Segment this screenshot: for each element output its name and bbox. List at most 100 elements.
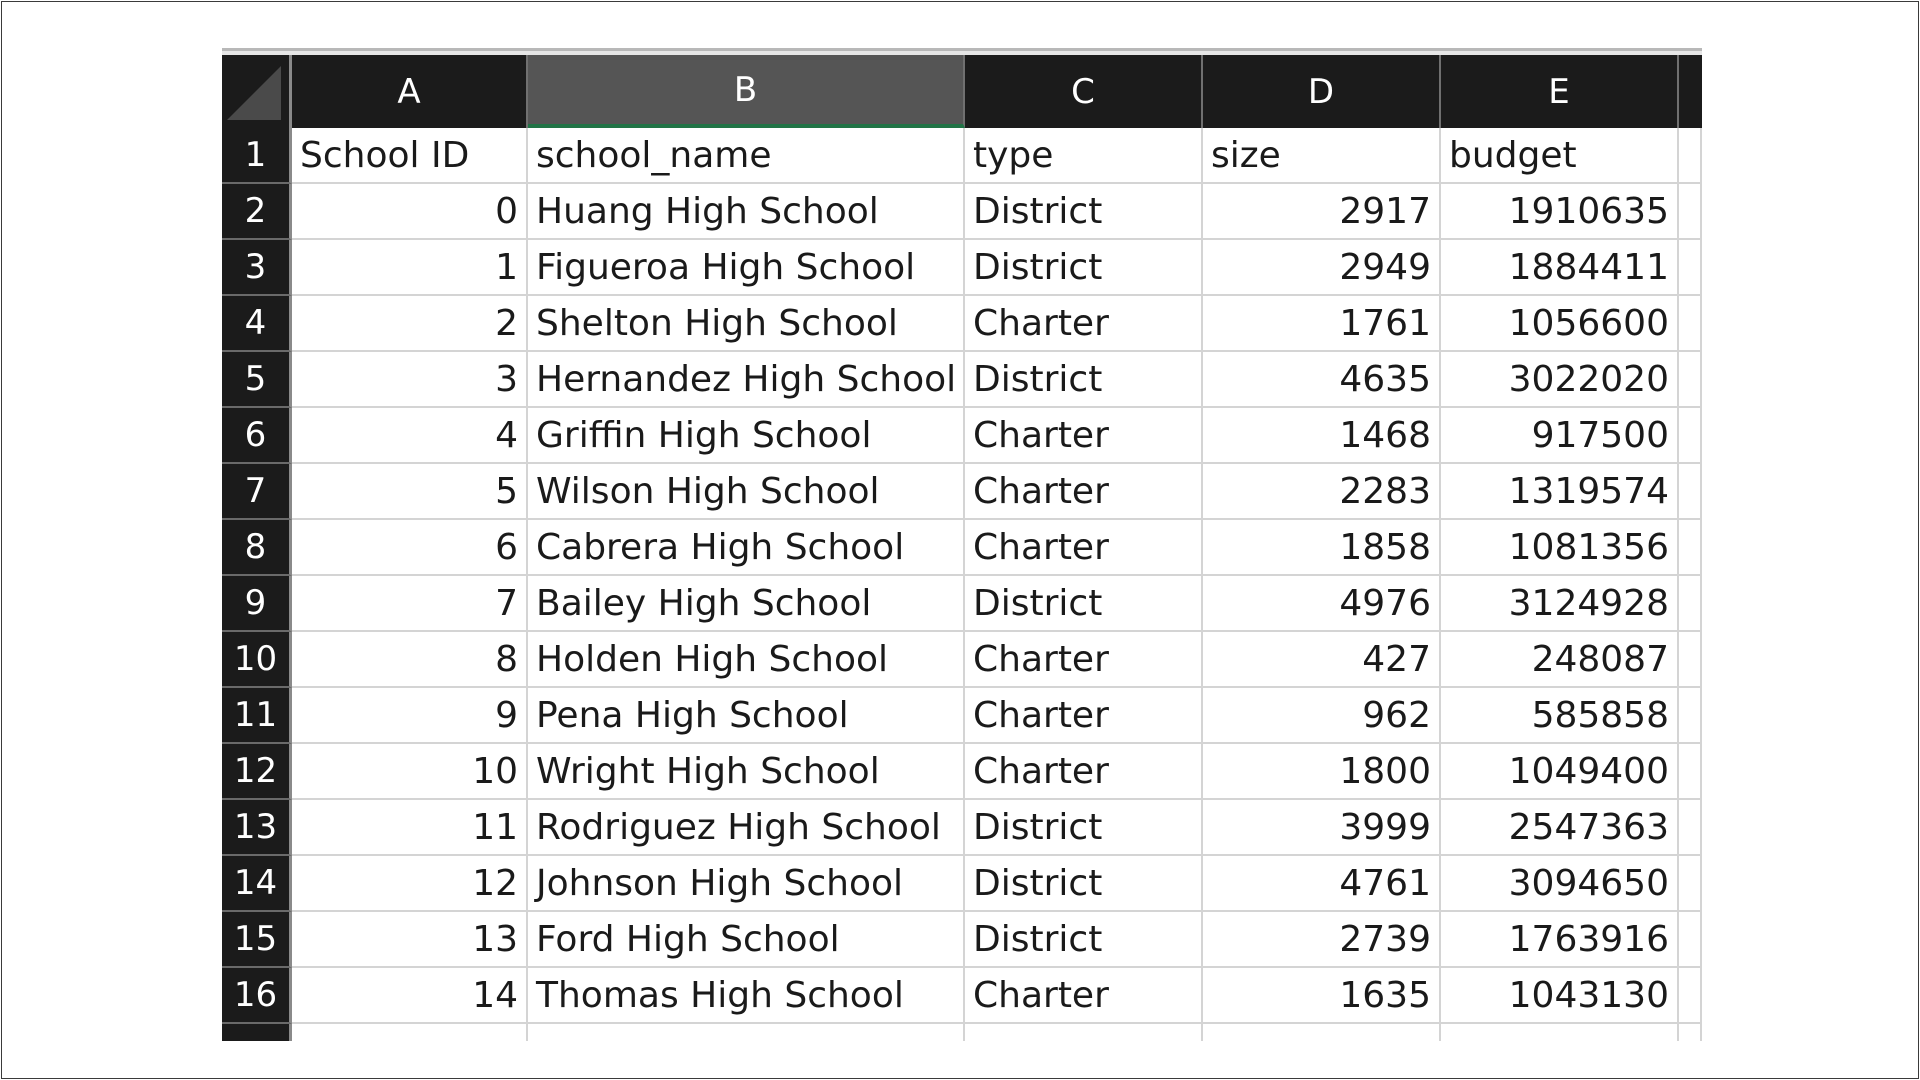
- cell-type[interactable]: Charter: [965, 408, 1203, 464]
- cell-budget[interactable]: 1043130: [1441, 968, 1679, 1024]
- cell-school-id[interactable]: 9: [292, 688, 528, 744]
- cell-school-name[interactable]: Figueroa High School: [528, 240, 965, 296]
- cell-budget[interactable]: 1081356: [1441, 520, 1679, 576]
- cell-size[interactable]: 1858: [1203, 520, 1441, 576]
- cell-budget[interactable]: 3022020: [1441, 352, 1679, 408]
- row-number[interactable]: 13: [222, 800, 292, 856]
- cell-school-id[interactable]: 13: [292, 912, 528, 968]
- row-number[interactable]: 15: [222, 912, 292, 968]
- cell-partial[interactable]: [1441, 1024, 1679, 1041]
- cell-budget[interactable]: 2547363: [1441, 800, 1679, 856]
- cell-school-name[interactable]: Wright High School: [528, 744, 965, 800]
- cell-type[interactable]: District: [965, 800, 1203, 856]
- cell-school-id[interactable]: 0: [292, 184, 528, 240]
- cell-partial[interactable]: [1679, 632, 1702, 688]
- cell-partial[interactable]: [1679, 856, 1702, 912]
- cell-budget[interactable]: 3124928: [1441, 576, 1679, 632]
- cell-header-school-name[interactable]: school_name: [528, 128, 965, 184]
- cell-school-name[interactable]: Shelton High School: [528, 296, 965, 352]
- cell-school-name[interactable]: Bailey High School: [528, 576, 965, 632]
- cell-partial[interactable]: [292, 1024, 528, 1041]
- cell-school-id[interactable]: 7: [292, 576, 528, 632]
- row-number[interactable]: 10: [222, 632, 292, 688]
- cell-partial[interactable]: [1679, 800, 1702, 856]
- cell-size[interactable]: 4976: [1203, 576, 1441, 632]
- cell-school-id[interactable]: 3: [292, 352, 528, 408]
- cell-budget[interactable]: 1049400: [1441, 744, 1679, 800]
- cell-school-name[interactable]: Cabrera High School: [528, 520, 965, 576]
- row-number[interactable]: 5: [222, 352, 292, 408]
- cell-budget[interactable]: 917500: [1441, 408, 1679, 464]
- select-all-button[interactable]: [222, 55, 292, 128]
- cell-school-name[interactable]: Rodriguez High School: [528, 800, 965, 856]
- cell-partial[interactable]: [1679, 464, 1702, 520]
- cell-size[interactable]: 3999: [1203, 800, 1441, 856]
- cell-school-name[interactable]: Ford High School: [528, 912, 965, 968]
- cell-partial[interactable]: [1679, 520, 1702, 576]
- cell-partial[interactable]: [1679, 576, 1702, 632]
- cell-size[interactable]: 2739: [1203, 912, 1441, 968]
- cell-size[interactable]: 1468: [1203, 408, 1441, 464]
- cell-school-name[interactable]: Huang High School: [528, 184, 965, 240]
- column-header-d[interactable]: D: [1203, 55, 1441, 128]
- cell-header-size[interactable]: size: [1203, 128, 1441, 184]
- cell-header-school-id[interactable]: School ID: [292, 128, 528, 184]
- column-header-f-partial[interactable]: [1679, 55, 1702, 128]
- cell-size[interactable]: 2949: [1203, 240, 1441, 296]
- cell-school-name[interactable]: Wilson High School: [528, 464, 965, 520]
- cell-partial[interactable]: [1679, 968, 1702, 1024]
- cell-school-id[interactable]: 5: [292, 464, 528, 520]
- row-number[interactable]: [222, 1024, 292, 1041]
- column-header-e[interactable]: E: [1441, 55, 1679, 128]
- cell-school-id[interactable]: 8: [292, 632, 528, 688]
- cell-partial[interactable]: [1679, 128, 1702, 184]
- cell-budget[interactable]: 1910635: [1441, 184, 1679, 240]
- row-number[interactable]: 2: [222, 184, 292, 240]
- cell-size[interactable]: 427: [1203, 632, 1441, 688]
- cell-type[interactable]: District: [965, 576, 1203, 632]
- cell-school-id[interactable]: 12: [292, 856, 528, 912]
- cell-size[interactable]: 2283: [1203, 464, 1441, 520]
- cell-partial[interactable]: [1679, 184, 1702, 240]
- cell-type[interactable]: Charter: [965, 968, 1203, 1024]
- cell-size[interactable]: 1635: [1203, 968, 1441, 1024]
- cell-type[interactable]: District: [965, 240, 1203, 296]
- cell-school-id[interactable]: 6: [292, 520, 528, 576]
- row-number[interactable]: 16: [222, 968, 292, 1024]
- cell-type[interactable]: Charter: [965, 744, 1203, 800]
- cell-school-name[interactable]: Johnson High School: [528, 856, 965, 912]
- cell-school-id[interactable]: 1: [292, 240, 528, 296]
- cell-partial[interactable]: [965, 1024, 1203, 1041]
- cell-school-name[interactable]: Pena High School: [528, 688, 965, 744]
- cell-type[interactable]: District: [965, 912, 1203, 968]
- cell-budget[interactable]: 1763916: [1441, 912, 1679, 968]
- cell-type[interactable]: District: [965, 184, 1203, 240]
- cell-school-id[interactable]: 2: [292, 296, 528, 352]
- cell-school-id[interactable]: 4: [292, 408, 528, 464]
- cell-school-name[interactable]: Hernandez High School: [528, 352, 965, 408]
- cell-partial[interactable]: [1679, 1024, 1702, 1041]
- cell-type[interactable]: Charter: [965, 296, 1203, 352]
- row-number[interactable]: 11: [222, 688, 292, 744]
- cell-school-name[interactable]: Griffin High School: [528, 408, 965, 464]
- cell-budget[interactable]: 1056600: [1441, 296, 1679, 352]
- cell-budget[interactable]: 248087: [1441, 632, 1679, 688]
- row-number[interactable]: 3: [222, 240, 292, 296]
- cell-header-budget[interactable]: budget: [1441, 128, 1679, 184]
- row-number[interactable]: 1: [222, 128, 292, 184]
- cell-partial[interactable]: [1679, 408, 1702, 464]
- cell-size[interactable]: 2917: [1203, 184, 1441, 240]
- column-header-b[interactable]: B: [528, 55, 965, 128]
- row-number[interactable]: 6: [222, 408, 292, 464]
- row-number[interactable]: 12: [222, 744, 292, 800]
- row-number[interactable]: 14: [222, 856, 292, 912]
- cell-type[interactable]: District: [965, 856, 1203, 912]
- cell-partial[interactable]: [1679, 688, 1702, 744]
- cell-budget[interactable]: 1884411: [1441, 240, 1679, 296]
- cell-partial[interactable]: [528, 1024, 965, 1041]
- cell-partial[interactable]: [1679, 296, 1702, 352]
- cell-budget[interactable]: 585858: [1441, 688, 1679, 744]
- column-header-c[interactable]: C: [965, 55, 1203, 128]
- cell-type[interactable]: Charter: [965, 520, 1203, 576]
- cell-school-id[interactable]: 11: [292, 800, 528, 856]
